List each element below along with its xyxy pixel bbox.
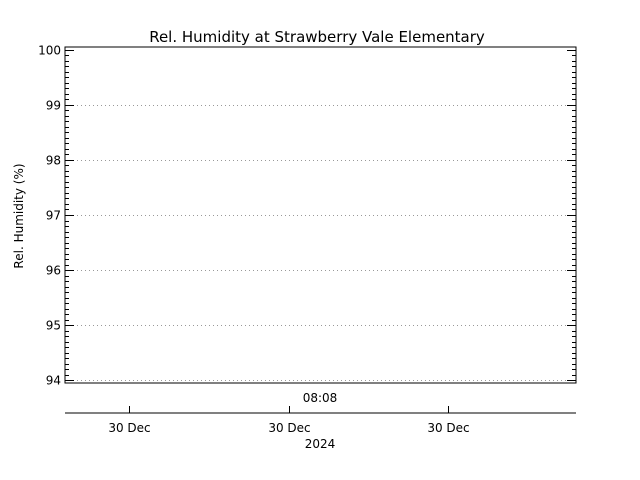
- y-axis-tick-labels: 100 99 98 97 96 95 94: [38, 44, 61, 388]
- y-tick-label: 100: [38, 44, 61, 58]
- y-tick-label: 94: [46, 374, 61, 388]
- x-year-label: 2024: [305, 437, 336, 451]
- x-tick-label: 30 Dec: [268, 421, 310, 435]
- grid-lines: [65, 105, 576, 381]
- y-tick-label: 95: [46, 319, 61, 333]
- x-axis-ticks: [129, 406, 449, 413]
- x-axis-tick-labels: 30 Dec 30 Dec 30 Dec: [108, 421, 469, 435]
- y-tick-label: 99: [46, 99, 61, 113]
- x-tick-label: 30 Dec: [108, 421, 150, 435]
- y-axis-ticks: [65, 50, 576, 381]
- x-time-label: 08:08: [303, 391, 338, 405]
- y-tick-label: 98: [46, 154, 61, 168]
- x-tick-label: 30 Dec: [427, 421, 469, 435]
- y-axis-minor-ticks: [65, 55, 576, 376]
- y-axis-label: Rel. Humidity (%): [12, 163, 26, 268]
- y-tick-label: 96: [46, 264, 61, 278]
- y-tick-label: 97: [46, 209, 61, 223]
- chart-title: Rel. Humidity at Strawberry Vale Element…: [149, 28, 485, 46]
